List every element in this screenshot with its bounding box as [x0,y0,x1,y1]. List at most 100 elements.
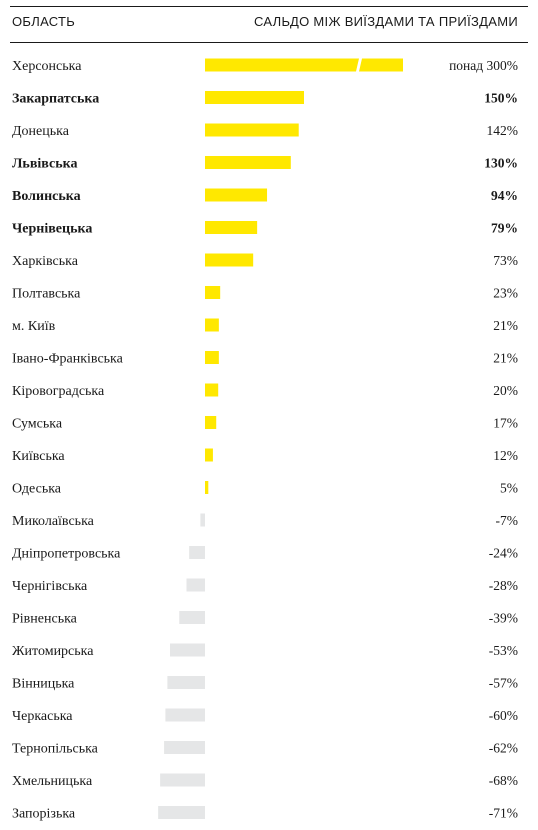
chart-row: Полтавська 23% [12,286,518,302]
value-label: 17% [493,416,518,431]
region-label: Київська [12,449,65,464]
value-label: 20% [493,383,518,398]
top-rule [10,6,528,7]
bar [167,676,205,689]
chart-row: Харківська 73% [12,253,518,269]
bar [205,253,254,267]
region-label: Донецька [12,124,70,139]
value-label: -7% [496,513,519,528]
region-label: Івано-Франківська [12,352,124,367]
bar [189,546,205,559]
region-label: Запорізька [12,807,76,822]
bar [200,513,205,527]
value-label: -28% [489,578,518,593]
region-label: Херсонська [12,59,82,74]
value-label: 94% [491,188,518,203]
chart-row: Рівненська -39% [12,611,518,627]
value-label: 21% [493,318,518,333]
bar [205,58,356,72]
region-label: Закарпатська [12,92,99,107]
chart-row: Закарпатська 150% [12,91,518,107]
value-label: 21% [493,351,518,366]
value-label: -39% [489,611,518,626]
region-label: Сумська [12,417,63,432]
chart-row: Київська 12% [12,448,518,464]
region-label: Одеська [12,482,62,497]
bar [164,741,205,754]
chart-row: Івано-Франківська 21% [12,351,518,367]
bar [205,416,217,429]
bar [205,318,219,332]
region-label: Полтавська [12,287,81,302]
region-label: Львівська [12,157,78,172]
chart-row: Вінницька -57% [12,676,518,692]
value-label: 79% [491,221,518,236]
region-label: Миколаївська [12,514,95,529]
chart-row: Сумська 17% [12,416,518,432]
chart-row: Запорізька -71% [12,806,518,822]
value-label: -53% [489,643,518,658]
balance-column-header: САЛЬДО МІЖ ВИЇЗДАМИ ТА ПРИЇЗДАМИ [253,14,518,29]
value-label: -68% [489,773,518,788]
chart-row: Житомирська -53% [12,643,518,659]
chart-row: Чернігівська -28% [12,578,518,594]
chart-row: Чернівецька 79% [12,221,518,237]
region-label: Тернопільська [12,742,99,757]
value-label: 12% [493,448,518,463]
chart-row: Дніпропетровська -24% [12,546,518,562]
header-rule [10,42,528,43]
chart-row: Черкаська -60% [12,708,518,724]
region-label: Волинська [12,189,81,204]
region-label: Дніпропетровська [12,547,121,562]
bar-break [356,58,359,72]
value-label: -62% [489,741,518,756]
region-label: Вінницька [12,677,75,692]
chart-row: Волинська 94% [12,188,518,204]
bar [170,643,205,657]
bar [165,708,205,722]
chart-row: Донецька 142% [12,123,518,139]
bar [158,806,205,819]
chart-row: м. Київ 21% [12,318,518,334]
region-label: Хмельницька [12,774,93,789]
region-column-header: ОБЛАСТЬ [12,14,76,29]
bar [205,123,299,137]
bar-overflow [359,58,403,72]
bar [205,383,219,397]
value-label: 142% [487,123,519,138]
chart-row: Львівська 130% [12,156,518,172]
region-label: Рівненська [12,612,78,627]
bar [186,578,205,592]
bar [205,448,213,462]
value-label: -71% [489,806,518,821]
chart-row: Хмельницька -68% [12,773,518,789]
region-label: Чернігівська [12,579,88,594]
region-label: Житомирська [12,644,94,659]
region-label: Черкаська [12,709,73,724]
value-label: 130% [484,156,518,171]
bar [205,221,258,234]
value-label: 5% [500,481,518,496]
region-label: м. Київ [12,319,56,334]
value-label: 73% [493,253,518,268]
bar [205,188,268,202]
value-label: -57% [489,676,518,691]
bar [205,91,304,104]
region-label: Харківська [12,254,79,269]
value-label: 150% [484,91,518,106]
region-label: Кіровоградська [12,384,105,399]
chart-row: Херсонська понад 300% [12,58,518,74]
region-label: Чернівецька [12,222,92,237]
value-label: 23% [493,286,518,301]
chart-row: Кіровоградська 20% [12,383,518,399]
value-label: -24% [489,546,518,561]
bar [160,773,205,787]
chart-row: Миколаївська -7% [12,513,518,529]
bar [205,481,209,494]
bar [179,611,205,624]
chart-row: Тернопільська -62% [12,741,518,757]
value-label: -60% [489,708,518,723]
chart-row: Одеська 5% [12,481,518,497]
value-label: понад 300% [449,58,518,73]
